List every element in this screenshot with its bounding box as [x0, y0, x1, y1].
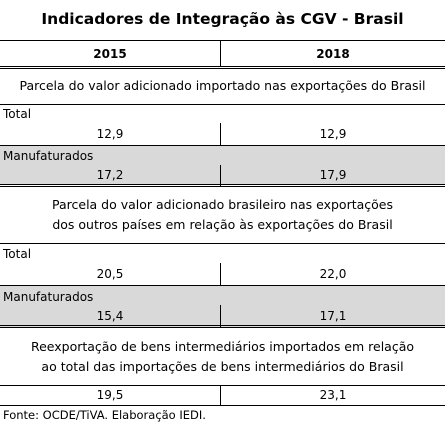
table-cell: 22,0: [319, 267, 347, 281]
section-title: dos outros países em relação às exportaç…: [52, 217, 393, 232]
source-note: Fonte: OCDE/TiVA. Elaboração IEDI.: [3, 408, 206, 422]
table-cell: 17,1: [319, 309, 347, 323]
table-cell: 19,5: [96, 388, 124, 402]
section-end-rule: [0, 184, 445, 187]
row-label: Manufaturados: [3, 290, 94, 304]
section-rule: [0, 243, 445, 244]
table-cell: 23,1: [319, 388, 347, 402]
column-header-2015: 2015: [93, 47, 127, 61]
row-shading: [0, 145, 445, 185]
row-rule: [0, 285, 445, 286]
row-rule: [0, 145, 445, 146]
section-end-rule: [0, 325, 445, 328]
section-title: Parcela do valor adicionado importado na…: [19, 78, 426, 93]
table-cell: 12,9: [319, 127, 347, 141]
row-shading: [0, 285, 445, 327]
section-title: Parcela do valor adicionado brasileiro n…: [52, 197, 393, 212]
column-divider: [220, 41, 221, 67]
table-title: Indicadores de Integração às CGV - Brasi…: [41, 10, 404, 28]
row-label: Total: [3, 107, 32, 121]
column-header-2018: 2018: [316, 47, 350, 61]
table-cell: 12,9: [96, 127, 124, 141]
section-title: ao total das importações de bens interme…: [41, 359, 404, 374]
column-divider: [220, 305, 221, 327]
section-rule: [0, 104, 445, 105]
table-cell: 15,4: [96, 309, 124, 323]
header-rule: [0, 66, 445, 69]
table-cell: 17,9: [319, 168, 347, 182]
column-divider: [220, 165, 221, 186]
table-cell: 17,2: [96, 168, 124, 182]
section-rule: [0, 385, 445, 386]
table-cell: 20,5: [96, 267, 124, 281]
row-label: Total: [3, 247, 32, 261]
top-rule: [0, 40, 445, 41]
column-divider: [220, 123, 221, 145]
section-title: Reexportação de bens intermediários impo…: [30, 339, 415, 354]
column-divider: [220, 386, 221, 406]
column-divider: [220, 263, 221, 285]
bottom-rule: [0, 405, 445, 406]
row-label: Manufaturados: [3, 149, 94, 163]
